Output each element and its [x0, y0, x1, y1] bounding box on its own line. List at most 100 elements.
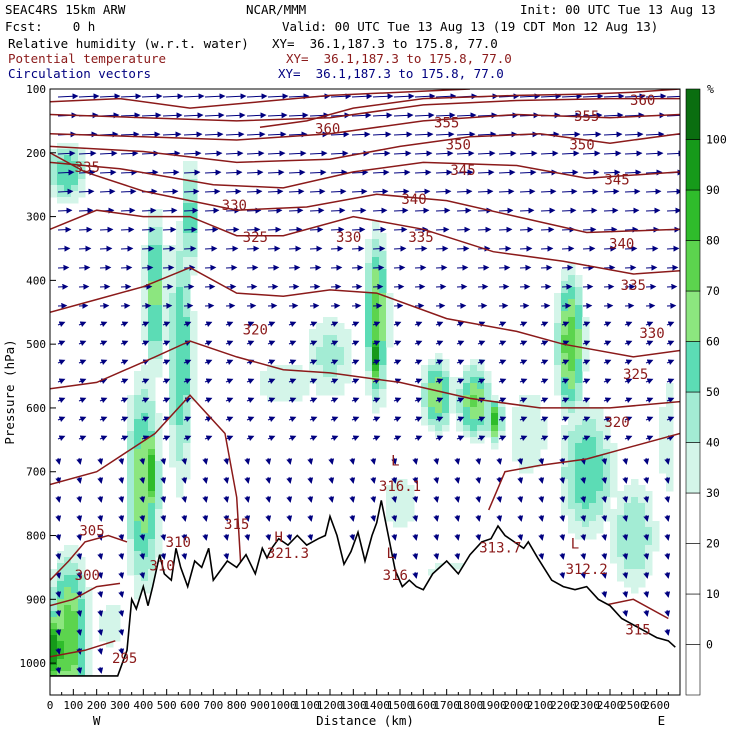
- circulation-vector: [477, 264, 490, 271]
- rh-cell: [659, 419, 667, 426]
- rh-cell: [50, 155, 58, 162]
- circulation-vector: [351, 359, 360, 365]
- rh-cell: [631, 527, 639, 534]
- circulation-vector: [267, 188, 284, 195]
- rh-cell: [624, 509, 632, 516]
- theta-label: 312.2: [566, 562, 608, 578]
- rh-cell: [610, 461, 618, 468]
- rh-cell: [428, 413, 436, 420]
- circulation-vector: [433, 514, 440, 522]
- rh-cell: [330, 329, 338, 336]
- circulation-vector: [561, 435, 570, 441]
- rh-cell: [596, 461, 604, 468]
- circulation-vector: [454, 552, 461, 560]
- rh-cell: [575, 413, 583, 420]
- circulation-vector: [582, 340, 591, 346]
- rh-cell: [169, 293, 177, 300]
- rh-cell: [589, 437, 597, 444]
- extremum-label: L: [386, 546, 394, 562]
- circulation-vector: [601, 495, 608, 503]
- rh-cell: [631, 509, 639, 516]
- x-tick-label: 2100: [527, 699, 554, 712]
- circulation-vector: [183, 435, 192, 441]
- rh-cell: [365, 263, 373, 270]
- x-tick-label: 300: [110, 699, 130, 712]
- rh-cell: [603, 431, 611, 438]
- circulation-vector: [666, 264, 679, 271]
- circulation-vector: [99, 245, 113, 252]
- rh-cell: [183, 245, 191, 252]
- rh-cell: [428, 401, 436, 408]
- theta-contour-360: [50, 89, 471, 109]
- circulation-vector: [414, 321, 423, 327]
- circulation-vector: [643, 457, 650, 465]
- rh-cell: [365, 329, 373, 336]
- circulation-vector: [99, 359, 108, 365]
- rh-cell: [155, 473, 163, 480]
- circulation-vector: [561, 321, 570, 327]
- rh-cell: [575, 305, 583, 312]
- rh-cell: [596, 521, 604, 528]
- circulation-vector: [286, 457, 293, 465]
- rh-cell: [344, 341, 352, 348]
- rh-cell: [274, 371, 282, 378]
- rh-cell: [561, 275, 569, 282]
- rh-cell: [519, 407, 527, 414]
- rh-cell: [554, 329, 562, 336]
- circulation-vector: [139, 476, 146, 484]
- rh-cell: [176, 425, 184, 432]
- circulation-vector: [309, 169, 327, 176]
- circulation-vector: [370, 514, 377, 522]
- rh-cell: [435, 431, 443, 438]
- rh-cell: [176, 479, 184, 486]
- theta-contours: [50, 89, 680, 658]
- rh-cell: [176, 335, 184, 342]
- rh-cell: [330, 347, 338, 354]
- circulation-vector: [645, 435, 654, 441]
- circulation-vector: [120, 226, 135, 233]
- rh-cell: [638, 533, 646, 540]
- circulation-vector: [225, 169, 243, 176]
- circulation-vector: [267, 340, 276, 346]
- rh-cell: [365, 239, 373, 246]
- circulation-vector: [76, 666, 83, 674]
- circulation-vector: [118, 552, 125, 560]
- rh-cell: [141, 257, 149, 264]
- rh-cell: [99, 623, 107, 630]
- rh-cell: [582, 509, 590, 516]
- rh-cell: [288, 389, 296, 396]
- rh-cell: [183, 209, 191, 216]
- rh-cell: [610, 467, 618, 474]
- rh-cell: [456, 389, 464, 396]
- rh-cell: [169, 371, 177, 378]
- circulation-vector: [645, 378, 654, 384]
- rh-cell: [162, 335, 170, 342]
- rh-cell: [533, 455, 541, 462]
- rh-cell: [106, 623, 114, 630]
- rh-cell: [71, 173, 79, 180]
- rh-cell: [568, 461, 576, 468]
- rh-cell: [127, 401, 135, 408]
- circulation-vector: [582, 93, 604, 100]
- circulation-vector: [561, 131, 581, 138]
- circulation-vector: [120, 359, 129, 365]
- circulation-vector: [643, 552, 650, 560]
- rh-cell: [155, 515, 163, 522]
- rh-cell: [421, 419, 429, 426]
- rh-cell: [568, 293, 576, 300]
- circulation-vector: [538, 476, 545, 484]
- circulation-vector: [643, 590, 650, 598]
- rh-cell: [169, 317, 177, 324]
- rh-cell: [603, 509, 611, 516]
- rh-cell: [554, 299, 562, 306]
- circulation-vector: [393, 340, 402, 346]
- rh-cell: [526, 455, 534, 462]
- rh-cell: [190, 365, 198, 372]
- rh-cell: [568, 491, 576, 498]
- rh-cell: [148, 311, 156, 318]
- rh-cell: [85, 623, 93, 630]
- rh-cell: [659, 449, 667, 456]
- circulation-vector: [454, 533, 461, 541]
- rh-cell: [666, 431, 674, 438]
- rh-cell: [379, 359, 387, 366]
